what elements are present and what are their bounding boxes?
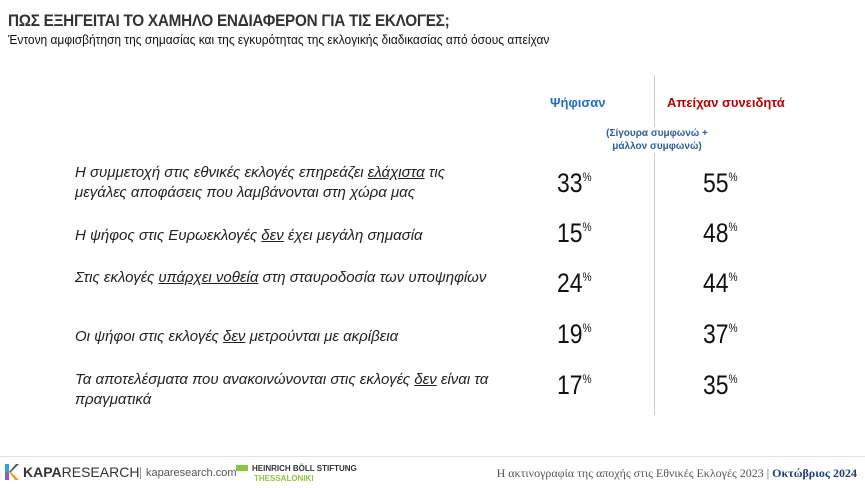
- abstained-column-header: Απείχαν συνειδητά: [667, 95, 785, 110]
- statement-text: Η συμμετοχή στις εθνικές εκλογές επηρεάζ…: [75, 164, 368, 181]
- percentage-value: 19: [557, 319, 583, 349]
- abstained-percentage: 48%: [703, 218, 738, 249]
- statement-text: Οι ψήφοι στις εκλογές: [75, 328, 223, 345]
- percentage-value: 35: [703, 370, 729, 400]
- note-line: (Σίγουρα συμφωνώ +: [606, 128, 708, 139]
- percentage-value: 33: [557, 168, 583, 198]
- voted-percentage: 17%: [557, 370, 592, 401]
- statement: Οι ψήφοι στις εκλογές δεν μετρούνται με …: [75, 327, 495, 347]
- voted-percentage: 19%: [557, 319, 592, 350]
- voted-percentage: 24%: [557, 268, 592, 299]
- percentage-value: 48: [703, 218, 729, 248]
- statement-emphasis: δεν: [222, 328, 246, 345]
- voted-percentage: 33%: [557, 168, 592, 199]
- page-title: ΠΩΣ ΕΞΗΓΕΙΤΑΙ ΤΟ ΧΑΜΗΛΟ ΕΝΔΙΑΦΕΡΟΝ ΓΙΑ Τ…: [8, 11, 450, 30]
- agreement-note: (Σίγουρα συμφωνώ + μάλλον συμφωνώ): [587, 127, 727, 153]
- statement-text: μετρούνται με ακρίβεια: [245, 328, 399, 345]
- percent-sign: %: [728, 170, 738, 184]
- abstained-percentage: 35%: [703, 370, 738, 401]
- column-divider: [654, 75, 655, 415]
- percent-sign: %: [582, 270, 592, 284]
- statement-emphasis: ελάχιστα: [367, 164, 425, 181]
- statement-emphasis: δεν: [414, 371, 437, 388]
- boll-logo: HEINRICH BÖLL STIFTUNG THESSALONIKI: [236, 464, 357, 484]
- abstained-percentage: 55%: [703, 168, 738, 199]
- statement-text: Στις εκλογές: [75, 269, 159, 286]
- statement-text: Η ψήφος στις Ευρωεκλογές: [75, 227, 262, 244]
- percentage-value: 55: [703, 168, 729, 198]
- kapa-logo-icon: [5, 464, 19, 480]
- statement-text: είναι τα πραγματικά: [75, 371, 489, 408]
- boll-name: HEINRICH BÖLL STIFTUNG: [252, 464, 357, 473]
- page-subtitle: Έντονη αμφισβήτηση της σημασίας και της …: [8, 32, 550, 47]
- brand-rest: RESEARCH: [61, 464, 140, 480]
- percent-sign: %: [582, 372, 592, 386]
- statement-emphasis: υπάρχει νοθεία: [158, 269, 259, 286]
- abstained-percentage: 44%: [703, 268, 738, 299]
- footer-caption: Η ακτινογραφία της αποχής στις Εθνικές Ε…: [497, 466, 857, 481]
- footer-divider: [0, 456, 865, 457]
- caption-date: Οκτώβριος 2024: [772, 466, 857, 480]
- voted-column-header: Ψήφισαν: [550, 95, 606, 110]
- statement-emphasis: δεν: [261, 227, 284, 244]
- note-line: μάλλον συμφωνώ): [612, 141, 702, 152]
- percent-sign: %: [582, 321, 592, 335]
- abstained-percentage: 37%: [703, 319, 738, 350]
- percent-sign: %: [582, 220, 592, 234]
- percentage-value: 24: [557, 268, 583, 298]
- brand-bold: KAPA: [23, 464, 62, 480]
- percentage-value: 15: [557, 218, 583, 248]
- boll-logo-icon: [236, 465, 248, 471]
- statement-text: Τα αποτελέσματα που ανακοινώνονται στις …: [75, 371, 415, 388]
- kapa-research-logo: KAPARESEARCH: [5, 464, 139, 480]
- percent-sign: %: [728, 270, 738, 284]
- website-link[interactable]: kaparesearch.com: [140, 467, 237, 479]
- statement-text: έχει μεγάλη σημασία: [283, 227, 423, 244]
- boll-city: THESSALONIKI: [254, 474, 314, 483]
- percentage-value: 44: [703, 268, 729, 298]
- percent-sign: %: [728, 220, 738, 234]
- statement: Η ψήφος στις Ευρωεκλογές δεν έχει μεγάλη…: [75, 226, 495, 246]
- statement-text: στη σταυροδοσία των υποψηφίων: [258, 269, 487, 286]
- percent-sign: %: [728, 321, 738, 335]
- statement: Στις εκλογές υπάρχει νοθεία στη σταυροδο…: [75, 268, 495, 288]
- statement-text: τις μεγάλες αποφάσεις που λαμβάνονται στ…: [75, 164, 446, 201]
- percentage-value: 17: [557, 370, 583, 400]
- caption-text: Η ακτινογραφία της αποχής στις Εθνικές Ε…: [496, 466, 773, 480]
- percent-sign: %: [728, 372, 738, 386]
- percent-sign: %: [582, 170, 592, 184]
- statement: Η συμμετοχή στις εθνικές εκλογές επηρεάζ…: [75, 163, 495, 203]
- voted-percentage: 15%: [557, 218, 592, 249]
- percentage-value: 37: [703, 319, 729, 349]
- statement: Τα αποτελέσματα που ανακοινώνονται στις …: [75, 370, 495, 410]
